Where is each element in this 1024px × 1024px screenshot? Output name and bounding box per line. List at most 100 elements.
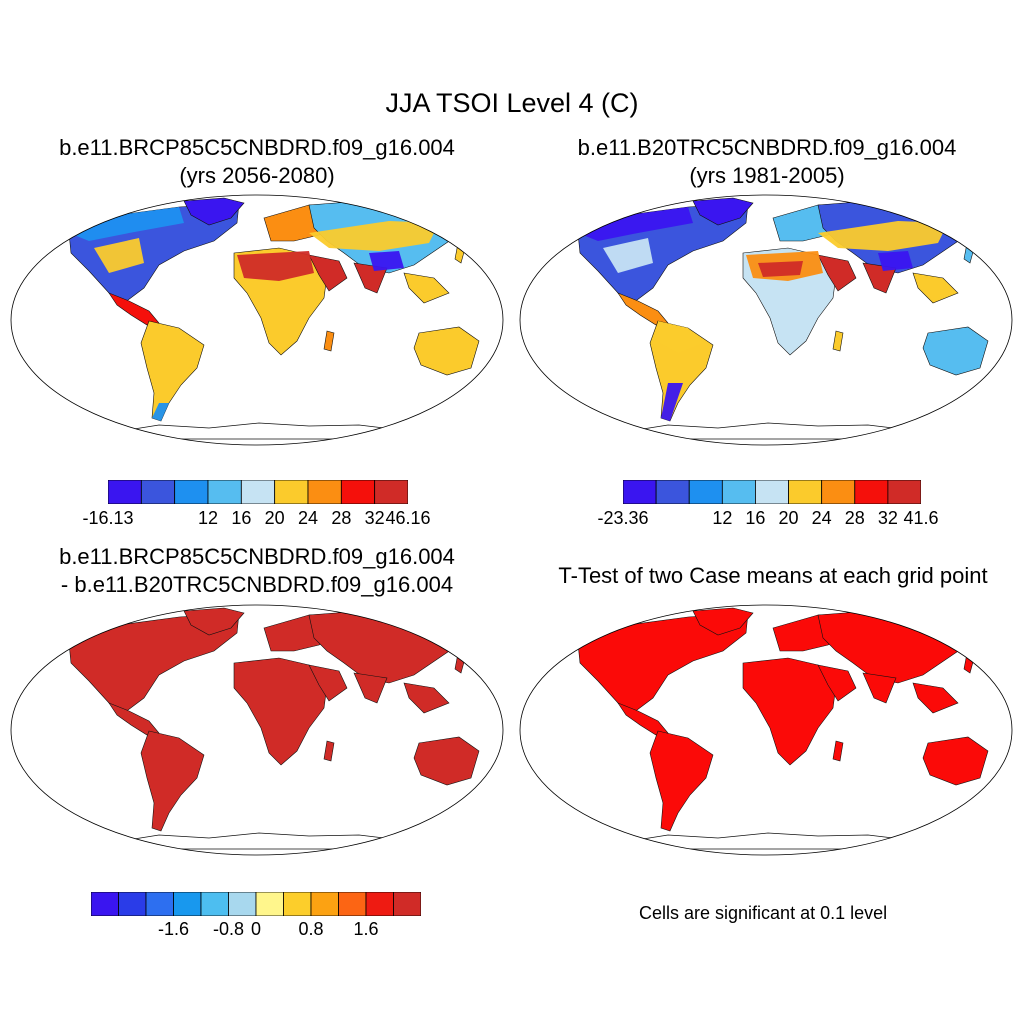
colorbar-swatch — [338, 892, 367, 916]
colorbar-swatch — [854, 480, 889, 504]
map-panel-historical — [519, 194, 1013, 446]
colorbar-tick-label: -16.13 — [82, 508, 134, 528]
colorbar-tick-label: 20 — [778, 508, 799, 528]
landmass-greenland — [183, 607, 245, 636]
panel-1-title: b.e11.BRCP85C5CNBDRD.f09_g16.004 (yrs 20… — [18, 134, 496, 190]
landmass-arabia — [817, 664, 857, 702]
colorbar-tick-label: 20 — [264, 508, 285, 528]
colorbar-swatch — [200, 892, 229, 916]
colorbar-tick-label: 32 — [364, 508, 385, 528]
landmass-antarctica — [617, 832, 919, 850]
colorbar-historical-labels: -23.36 12 16 20 24 28 32 41.6 — [597, 508, 938, 530]
colorbar-swatch — [307, 480, 342, 504]
colorbar-tick-label: 32 — [877, 508, 898, 528]
colorbar-tick-label: 28 — [331, 508, 352, 528]
colorbar-swatch — [688, 480, 723, 504]
temperature-patch — [578, 207, 693, 241]
map-panel-ttest — [519, 604, 1013, 856]
landmass-australia — [922, 736, 989, 786]
panel-2-title: b.e11.B20TRC5CNBDRD.f09_g16.004 (yrs 198… — [528, 134, 1006, 190]
colorbar-swatch — [140, 480, 176, 504]
panel-2-title-line2: (yrs 1981-2005) — [689, 163, 845, 188]
colorbar-swatch — [173, 892, 202, 916]
colorbar-tick-label: 12 — [197, 508, 219, 528]
map-border — [10, 194, 504, 446]
colorbar-tick-label: -1.6 — [157, 919, 190, 939]
landmass-seasia — [403, 272, 450, 304]
significance-note: Cells are significant at 0.1 level — [639, 903, 888, 923]
colorbar-swatch — [623, 480, 657, 504]
landmass-arabia — [308, 254, 348, 292]
panel-2-title-line1: b.e11.B20TRC5CNBDRD.f09_g16.004 — [577, 135, 957, 160]
colorbar-swatch — [274, 480, 309, 504]
landmass-camerica — [617, 702, 669, 736]
colorbar-swatch — [655, 480, 690, 504]
map-border — [519, 194, 1013, 446]
colorbar-tick-label: -23.36 — [597, 508, 649, 528]
landmass-camerica — [108, 702, 160, 736]
colorbar-historical — [623, 480, 921, 504]
colorbar-tick-label: 1.6 — [353, 919, 379, 939]
colorbar-tick-label: 41.6 — [903, 508, 939, 528]
landmass-australia — [922, 326, 989, 376]
panel-1-title-line2: (yrs 2056-2080) — [179, 163, 335, 188]
colorbar-swatch — [228, 892, 257, 916]
landmass-madagascar — [832, 330, 844, 352]
temperature-patch — [658, 321, 703, 353]
map-border — [10, 604, 504, 856]
landmass-madagascar — [323, 740, 335, 762]
colorbar-tick-label: 0 — [250, 919, 262, 939]
landmass-arabia — [308, 664, 348, 702]
panel-3-title-line1: b.e11.BRCP85C5CNBDRD.f09_g16.004 — [59, 544, 455, 569]
panel-4-title: T-Test of two Case means at each grid po… — [513, 562, 1024, 590]
colorbar-difference — [91, 892, 421, 916]
colorbar-swatch — [174, 480, 209, 504]
colorbar-tick-label: 46.16 — [385, 508, 431, 528]
temperature-patch — [758, 261, 803, 277]
panel-1-title-line1: b.e11.BRCP85C5CNBDRD.f09_g16.004 — [59, 135, 455, 160]
landmass-samerica — [140, 320, 205, 422]
colorbar-swatch — [310, 892, 339, 916]
temperature-patch — [309, 221, 439, 251]
colorbar-swatch — [393, 892, 421, 916]
colorbar-tick-label: 24 — [297, 508, 319, 528]
landmass-africa — [233, 657, 328, 766]
temperature-patch — [369, 251, 404, 271]
landmass-greenland — [183, 197, 245, 226]
landmass-antarctica — [108, 422, 410, 440]
colorbar-tick-label: 0.8 — [298, 919, 324, 939]
temperature-patch — [152, 403, 169, 421]
map-panel-difference — [10, 604, 504, 856]
landmass-india — [862, 672, 897, 704]
temperature-patch — [661, 383, 683, 421]
colorbar-swatch — [788, 480, 823, 504]
landmass-camerica — [108, 292, 160, 326]
colorbar-swatch — [365, 892, 394, 916]
colorbar-tick-label: 24 — [811, 508, 832, 528]
map-border — [519, 604, 1013, 856]
colorbar-swatch — [145, 892, 174, 916]
colorbar-swatch — [255, 892, 284, 916]
temperature-patch — [69, 207, 184, 241]
colorbar-swatch — [240, 480, 276, 504]
main-title: JJA TSOI Level 4 (C) — [385, 88, 639, 118]
colorbar-tick-label: -0.8 — [212, 919, 245, 939]
temperature-patch — [603, 238, 653, 273]
landmass-greenland — [692, 197, 754, 226]
panel-3-title: b.e11.BRCP85C5CNBDRD.f09_g16.004 - b.e11… — [18, 543, 496, 599]
colorbar-tick-label: 16 — [231, 508, 252, 528]
landmass-australia — [413, 736, 480, 786]
landmass-samerica — [649, 730, 714, 832]
landmass-madagascar — [832, 740, 844, 762]
colorbar-swatch — [374, 480, 408, 504]
colorbar-rcp85 — [108, 480, 408, 504]
landmass-antarctica — [617, 422, 919, 440]
map-panel-rcp85 — [10, 194, 504, 446]
landmass-greenland — [692, 607, 754, 636]
colorbar-tick-label: 12 — [712, 508, 733, 528]
colorbar-tick-label: 16 — [745, 508, 766, 528]
colorbar-tick-label: 28 — [844, 508, 865, 528]
landmass-australia — [413, 326, 480, 376]
temperature-patch — [818, 221, 948, 251]
colorbar-swatch — [207, 480, 242, 504]
